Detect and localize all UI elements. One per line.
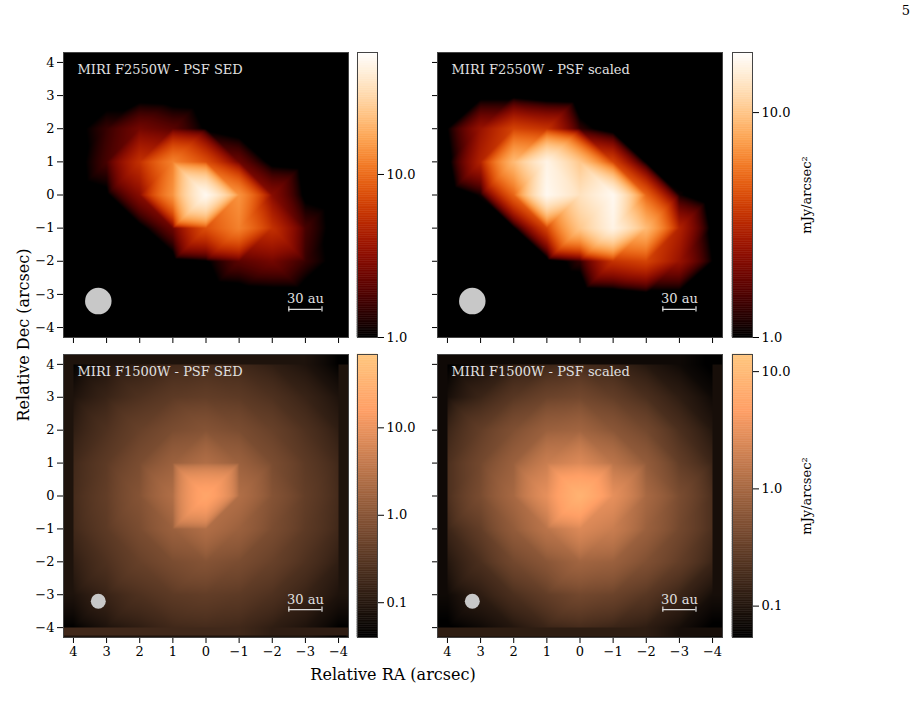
- svg-text:−3: −3: [35, 587, 54, 602]
- svg-text:−3: −3: [35, 287, 54, 302]
- svg-text:4: 4: [69, 644, 77, 659]
- svg-text:0: 0: [46, 488, 54, 503]
- svg-text:2: 2: [46, 422, 54, 437]
- svg-text:−2: −2: [35, 554, 54, 569]
- svg-text:mJy/arcsec²: mJy/arcsec²: [799, 457, 814, 534]
- html-text:5: 5: [901, 3, 910, 18]
- svg-text:MIRI F1500W - PSF scaled: MIRI F1500W - PSF scaled: [452, 364, 630, 379]
- svg-text:10.0: 10.0: [762, 364, 791, 379]
- html-text:Relative RA (arcsec): Relative RA (arcsec): [310, 665, 476, 684]
- svg-text:1: 1: [169, 644, 177, 659]
- svg-text:3: 3: [46, 389, 54, 404]
- svg-text:−4: −4: [35, 620, 54, 635]
- svg-text:0.1: 0.1: [762, 598, 783, 613]
- svg-text:1.0: 1.0: [387, 330, 408, 345]
- svg-text:30 au: 30 au: [661, 592, 698, 607]
- svg-text:−2: −2: [637, 644, 656, 659]
- svg-text:1: 1: [46, 154, 54, 169]
- svg-text:1.0: 1.0: [762, 330, 783, 345]
- svg-text:−2: −2: [35, 253, 54, 268]
- svg-text:0: 0: [576, 644, 584, 659]
- svg-text:−4: −4: [329, 644, 348, 659]
- svg-text:10.0: 10.0: [762, 105, 791, 120]
- svg-text:0: 0: [46, 187, 54, 202]
- svg-text:10.0: 10.0: [387, 420, 416, 435]
- svg-text:−1: −1: [230, 644, 249, 659]
- svg-text:−2: −2: [263, 644, 282, 659]
- svg-text:2: 2: [136, 644, 144, 659]
- svg-text:−1: −1: [604, 644, 623, 659]
- svg-text:1.0: 1.0: [762, 481, 783, 496]
- svg-text:3: 3: [476, 644, 484, 659]
- svg-text:−1: −1: [35, 220, 54, 235]
- svg-text:−4: −4: [703, 644, 722, 659]
- svg-text:2: 2: [510, 644, 518, 659]
- svg-text:0: 0: [202, 644, 210, 659]
- html-text:Relative Dec (arcsec): Relative Dec (arcsec): [14, 248, 33, 422]
- svg-text:30 au: 30 au: [287, 592, 324, 607]
- svg-text:MIRI F2550W - PSF scaled: MIRI F2550W - PSF scaled: [452, 62, 630, 77]
- svg-text:1.0: 1.0: [387, 507, 408, 522]
- svg-text:4: 4: [443, 644, 451, 659]
- svg-text:3: 3: [46, 88, 54, 103]
- svg-text:4: 4: [46, 55, 54, 70]
- svg-text:−1: −1: [35, 521, 54, 536]
- svg-text:0.1: 0.1: [387, 595, 408, 610]
- svg-text:−3: −3: [296, 644, 315, 659]
- svg-text:mJy/arcsec²: mJy/arcsec²: [799, 156, 814, 233]
- svg-text:30 au: 30 au: [287, 291, 324, 306]
- svg-text:30 au: 30 au: [661, 291, 698, 306]
- svg-text:−4: −4: [35, 320, 54, 335]
- svg-text:MIRI F2550W - PSF SED: MIRI F2550W - PSF SED: [78, 62, 243, 77]
- svg-text:1: 1: [543, 644, 551, 659]
- svg-text:3: 3: [102, 644, 110, 659]
- svg-text:4: 4: [46, 357, 54, 372]
- svg-text:−3: −3: [670, 644, 689, 659]
- svg-text:MIRI F1500W - PSF SED: MIRI F1500W - PSF SED: [78, 364, 243, 379]
- svg-text:10.0: 10.0: [387, 167, 416, 182]
- svg-text:1: 1: [46, 455, 54, 470]
- svg-text:2: 2: [46, 121, 54, 136]
